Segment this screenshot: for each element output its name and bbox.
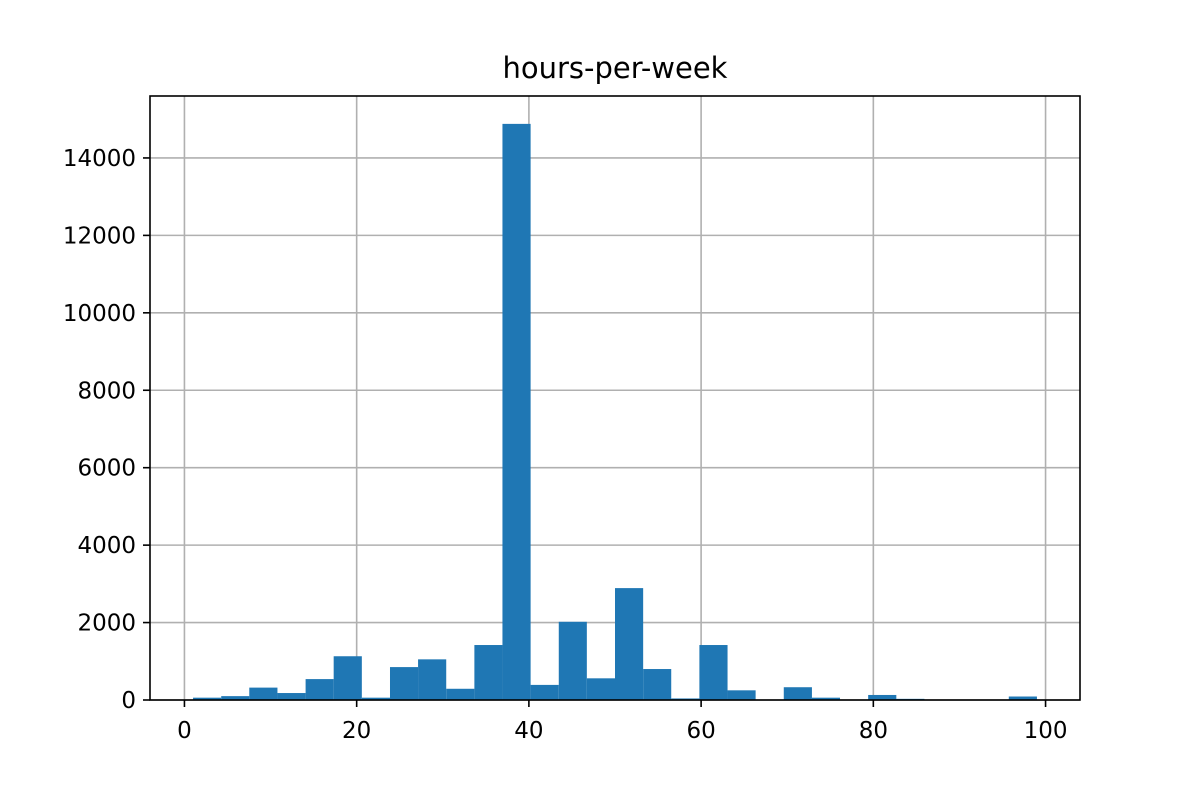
histogram-bar	[586, 678, 615, 700]
histogram-bar	[361, 697, 390, 700]
histogram-bar	[1008, 696, 1037, 700]
histogram-bars	[193, 123, 1037, 700]
histogram-bar	[727, 690, 756, 700]
x-tick-label: 0	[177, 718, 192, 744]
histogram-bar	[502, 123, 531, 700]
y-tick-label: 14000	[63, 146, 136, 172]
x-tick-label: 100	[1024, 718, 1068, 744]
axes-frame	[149, 95, 1081, 701]
axis-ticks: 0 20 40 60 80 100 0 2000 4000 6000 8000 10000 12000 1…	[63, 146, 1068, 744]
histogram-bar	[446, 688, 475, 700]
histogram-bar	[474, 645, 503, 700]
histogram-bar	[615, 588, 644, 700]
histogram-bar	[389, 667, 419, 700]
histogram-bar	[699, 645, 728, 700]
y-tick-label: 12000	[63, 223, 136, 249]
x-tick-label: 40	[514, 718, 543, 744]
histogram-bar	[783, 687, 812, 700]
chart-title: hours-per-week	[503, 51, 728, 85]
histogram-bar	[530, 684, 559, 700]
histogram-bar	[643, 669, 672, 700]
histogram-bar	[558, 621, 587, 700]
histogram-bar	[868, 694, 897, 700]
histogram-bar	[811, 697, 841, 700]
y-tick-label: 4000	[77, 533, 136, 559]
y-tick-label: 10000	[63, 301, 136, 327]
y-tick-label: 6000	[77, 456, 136, 482]
histogram-bar	[249, 687, 278, 700]
x-tick-label: 20	[342, 718, 371, 744]
histogram-bar	[193, 697, 222, 700]
y-tick-label: 2000	[77, 611, 136, 637]
histogram-bar	[305, 679, 334, 700]
histogram-bar	[418, 659, 447, 700]
histogram-bar	[333, 656, 362, 700]
y-tick-label: 8000	[77, 378, 136, 404]
y-tick-label: 0	[121, 688, 136, 714]
histogram-bar	[221, 696, 250, 700]
x-tick-label: 80	[859, 718, 888, 744]
x-tick-label: 60	[686, 718, 715, 744]
histogram-bar	[277, 693, 306, 700]
